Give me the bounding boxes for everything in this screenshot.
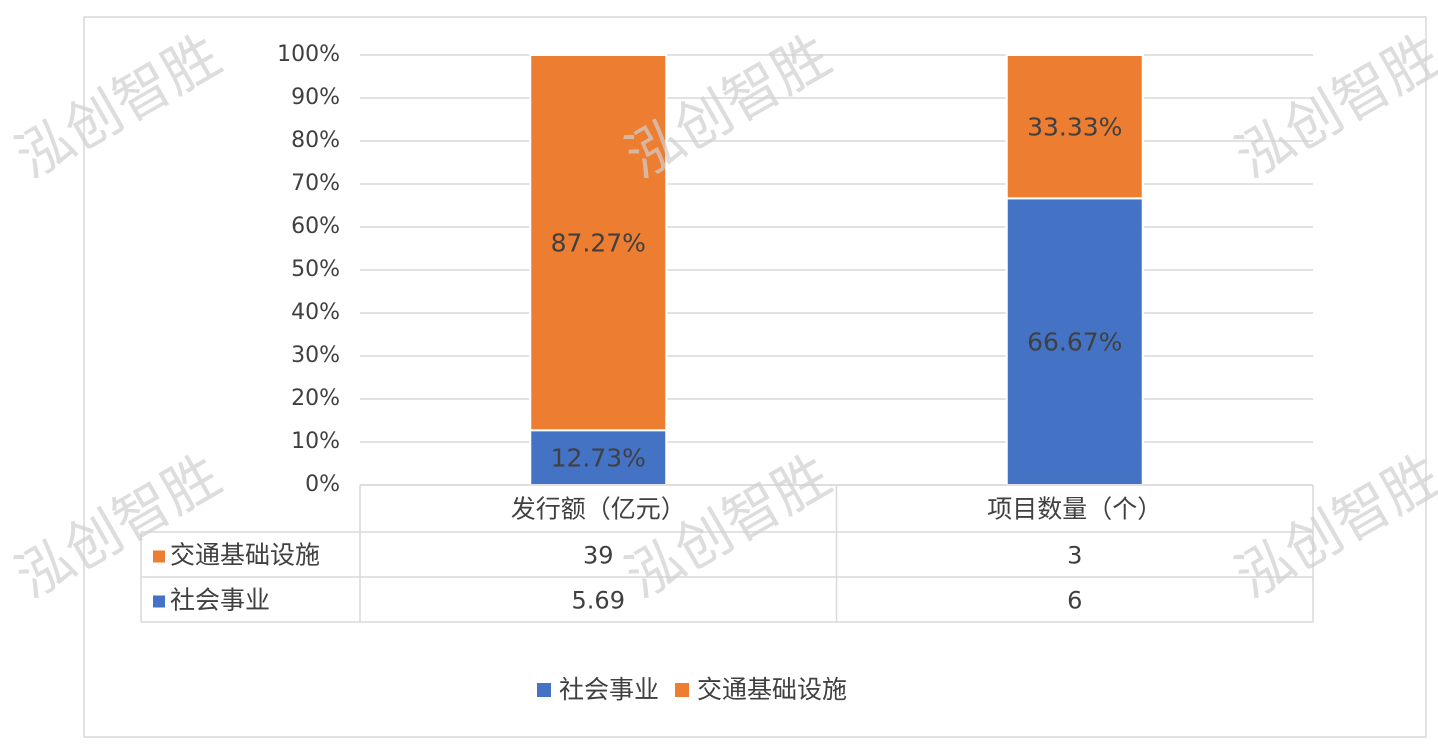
y-tick-label: 70%	[291, 171, 340, 196]
data-label: 12.73%	[551, 444, 646, 473]
bar-segment	[1005, 54, 1144, 200]
legend-label: 交通基础设施	[697, 675, 847, 704]
table-legend-key	[153, 550, 165, 563]
y-tick-label: 20%	[291, 386, 340, 411]
y-tick-label: 50%	[291, 257, 340, 282]
chart-border	[83, 16, 1427, 738]
table-value: 6	[1067, 587, 1082, 615]
table-row-label: 社会事业	[170, 586, 270, 615]
data-label: 66.67%	[1027, 328, 1122, 357]
x-tick-label: 项目数量（个）	[987, 495, 1162, 524]
table-legend-key	[153, 595, 165, 608]
y-tick-label: 60%	[291, 214, 340, 239]
y-tick-label: 80%	[291, 128, 340, 153]
bar-segment	[529, 54, 668, 432]
y-tick-label: 0%	[305, 472, 340, 497]
bar-segment	[529, 429, 668, 486]
legend-key	[675, 683, 690, 697]
data-label: 87.27%	[551, 229, 646, 258]
legend-key	[537, 683, 551, 697]
table-value: 3	[1067, 542, 1082, 570]
table-value: 39	[583, 542, 614, 570]
y-tick-label: 90%	[291, 85, 340, 110]
y-tick-label: 10%	[291, 429, 340, 454]
y-tick-label: 30%	[291, 343, 340, 368]
y-tick-label: 100%	[277, 42, 340, 67]
table-value: 5.69	[572, 587, 625, 615]
y-tick-label: 40%	[291, 300, 340, 325]
table-row-label: 交通基础设施	[170, 541, 320, 570]
x-tick-label: 发行额（亿元）	[511, 495, 686, 524]
legend-label: 社会事业	[559, 675, 659, 704]
bar-segment	[1005, 197, 1144, 486]
data-label: 33.33%	[1027, 113, 1122, 142]
